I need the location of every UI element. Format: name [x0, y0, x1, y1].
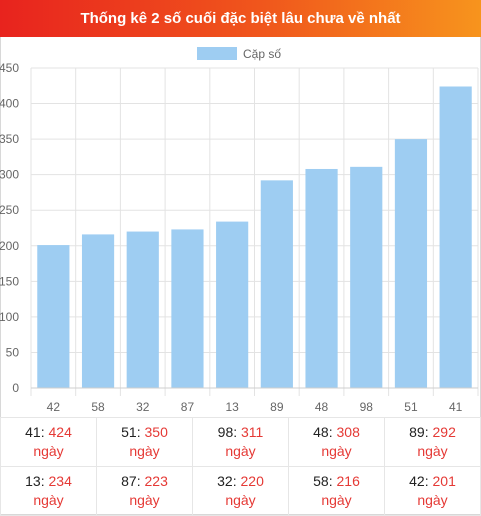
- x-tick-label: 32: [136, 400, 150, 414]
- pair-number: 42:: [409, 473, 433, 489]
- bar: [439, 86, 472, 388]
- days-count: 308: [336, 424, 360, 440]
- days-unit: ngày: [417, 492, 448, 508]
- days-count: 216: [336, 473, 360, 489]
- y-tick-label: 200: [0, 239, 19, 253]
- y-tick-label: 100: [0, 310, 19, 324]
- pair-number: 98:: [217, 424, 242, 440]
- bar-chart-svg: Cặp số 0 50 100 150 200 250 300 350 400 450 42 58 32 8…: [0, 47, 479, 414]
- bar: [350, 166, 383, 388]
- x-tick-label: 89: [270, 400, 284, 414]
- pair-number: 58:: [313, 473, 337, 489]
- summary-cell: 51: 350 ngày: [96, 417, 193, 467]
- x-tick-label: 51: [404, 400, 418, 414]
- bar: [260, 180, 293, 388]
- days-unit: ngày: [417, 443, 448, 459]
- pair-number: 32:: [217, 473, 241, 489]
- y-tick-label: 350: [0, 132, 19, 146]
- bar: [81, 234, 115, 388]
- pair-number: 48:: [313, 424, 337, 440]
- days-unit: ngày: [321, 443, 352, 459]
- days-count: 424: [48, 424, 72, 440]
- summary-cell: 89: 292 ngày: [384, 417, 481, 467]
- x-tick-label: 48: [315, 400, 329, 414]
- bar: [394, 139, 428, 388]
- summary-row: 13: 234 ngày 87: 223 ngày 32: 220 ngày 58: 216…: [0, 466, 481, 516]
- summary-table: 41: 424 ngày 51: 350 ngày 98: 311 ngày 48: 308…: [0, 417, 481, 516]
- x-tick-label: 41: [449, 400, 463, 414]
- y-tick-label: 400: [0, 97, 19, 111]
- days-count: 223: [144, 473, 168, 489]
- x-tick-label: 98: [360, 400, 374, 414]
- y-tick-label: 300: [0, 168, 19, 182]
- days-count: 234: [48, 473, 72, 489]
- summary-cell: 32: 220 ngày: [192, 466, 289, 516]
- pair-number: 51:: [121, 424, 145, 440]
- legend-label: Cặp số: [243, 47, 281, 61]
- x-tick-label: 87: [181, 400, 195, 414]
- days-count: 350: [144, 424, 168, 440]
- x-tick-label: 42: [47, 400, 61, 414]
- bar: [171, 229, 204, 388]
- bar-chart: Cặp số 0 50 100 150 200 250 300 350 400 450 42 58 32 8…: [0, 37, 481, 415]
- days-count: 201: [432, 473, 456, 489]
- bar: [305, 168, 338, 388]
- days-unit: ngày: [129, 443, 160, 459]
- y-tick-label: 450: [0, 61, 19, 75]
- x-tick-label: 58: [91, 400, 105, 414]
- summary-cell: 13: 234 ngày: [0, 466, 97, 516]
- y-tick-label: 0: [12, 381, 19, 395]
- summary-cell: 42: 201 ngày: [384, 466, 481, 516]
- summary-cell: 98: 311 ngày: [192, 417, 289, 467]
- days-count: 292: [432, 424, 456, 440]
- days-unit: ngày: [321, 492, 352, 508]
- pair-number: 87:: [121, 473, 145, 489]
- summary-row: 41: 424 ngày 51: 350 ngày 98: 311 ngày 48: 308…: [0, 417, 481, 467]
- summary-cell: 58: 216 ngày: [288, 466, 385, 516]
- panel-title: Thống kê 2 số cuối đặc biệt lâu chưa về …: [0, 0, 481, 37]
- days-unit: ngày: [33, 492, 64, 508]
- x-tick-label: 13: [225, 400, 239, 414]
- bar: [216, 221, 249, 388]
- days-count: 220: [240, 473, 264, 489]
- days-unit: ngày: [225, 492, 256, 508]
- summary-cell: 87: 223 ngày: [96, 466, 193, 516]
- days-unit: ngày: [33, 443, 64, 459]
- bar: [37, 245, 70, 388]
- legend-swatch: [197, 47, 237, 60]
- pair-number: 13:: [25, 473, 49, 489]
- summary-cell: 48: 308 ngày: [288, 417, 385, 467]
- summary-cell: 41: 424 ngày: [0, 417, 97, 467]
- pair-number: 89:: [409, 424, 433, 440]
- pair-number: 41:: [25, 424, 49, 440]
- y-tick-label: 150: [0, 274, 19, 288]
- y-tick-label: 50: [6, 345, 20, 359]
- days-unit: ngày: [225, 443, 256, 459]
- y-tick-label: 250: [0, 203, 19, 217]
- days-unit: ngày: [129, 492, 160, 508]
- days-count: 311: [241, 424, 264, 440]
- bar: [126, 231, 159, 388]
